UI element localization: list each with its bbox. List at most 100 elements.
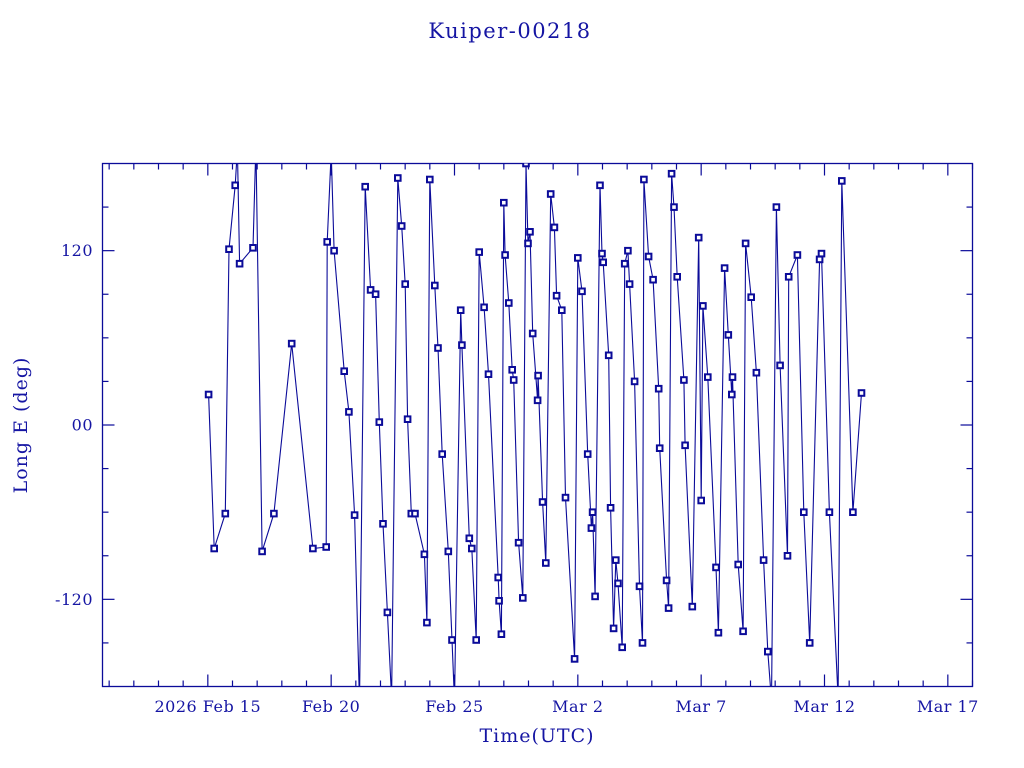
data-point-marker <box>235 259 244 268</box>
plot-axes: 2026 Feb 15 Feb 20 Feb 25 Mar 2 Mar 7 Mar 12 M… <box>55 162 978 716</box>
data-point-marker <box>583 450 592 458</box>
x-tick-label: Feb 25 <box>425 697 483 716</box>
data-point-marker <box>522 163 530 168</box>
data-point-marker <box>800 508 808 516</box>
x-axis-label: Time(UTC) <box>479 725 594 747</box>
x-tick-label: Feb 20 <box>302 697 360 716</box>
data-point-marker <box>714 628 723 637</box>
data-point-marker <box>383 608 392 617</box>
data-point-marker <box>379 520 387 528</box>
data-point-marker <box>497 630 506 639</box>
x-tick-label: 2026 Feb 15 <box>154 697 261 716</box>
data-point-marker <box>664 604 673 612</box>
data-point-marker <box>526 228 534 236</box>
y-tick-label: -120 <box>55 590 93 609</box>
data-point-marker <box>434 344 442 352</box>
data-point-marker <box>431 281 439 290</box>
data-point-marker <box>538 498 547 506</box>
data-point-marker <box>403 415 412 423</box>
data-point-marker <box>772 203 781 211</box>
data-point-marker <box>640 175 648 184</box>
data-point-marker <box>371 290 380 298</box>
data-point-marker <box>550 223 559 232</box>
data-point-marker <box>624 246 632 255</box>
data-point-marker <box>375 418 384 426</box>
data-point-marker <box>287 339 296 348</box>
data-point-marker <box>519 594 527 602</box>
data-point-marker <box>322 543 330 551</box>
data-point-marker <box>849 508 857 516</box>
data-point-marker <box>654 384 663 393</box>
y-axis-label: Long E (deg) <box>10 357 32 494</box>
data-point-marker <box>604 351 613 360</box>
y-tick-label: 120 <box>61 241 93 260</box>
data-point-marker <box>204 390 213 399</box>
data-point-marker <box>458 341 466 349</box>
data-point-marker <box>596 181 604 190</box>
data-point-marker <box>495 597 503 605</box>
data-point-marker <box>805 639 814 647</box>
data-point-marker <box>500 198 508 207</box>
data-point-marker <box>423 618 431 627</box>
data-point-marker <box>366 286 375 294</box>
data-point-marker <box>231 181 239 190</box>
data-point-marker <box>225 245 233 253</box>
y-tick-label: 00 <box>72 416 93 435</box>
data-point-marker <box>389 695 395 701</box>
data-point-marker <box>309 544 317 553</box>
data-point-marker <box>401 280 409 288</box>
data-point-marker <box>524 239 532 248</box>
data-point-marker <box>815 255 824 264</box>
data-point-marker <box>587 524 596 532</box>
data-point-marker <box>514 538 523 547</box>
data-point-marker <box>340 367 348 375</box>
data-point-marker <box>618 643 627 652</box>
data-point-marker <box>397 222 406 230</box>
data-point-marker <box>655 444 664 452</box>
data-point-marker <box>662 576 671 585</box>
data-point-marker <box>465 534 474 543</box>
data-point-marker <box>620 259 629 268</box>
data-point-marker <box>825 508 834 516</box>
data-point-marker <box>635 582 644 591</box>
data-point-marker <box>764 647 772 656</box>
x-tick-label: Mar 2 <box>552 697 603 716</box>
data-point-marker <box>361 182 369 191</box>
data-point-marker <box>667 169 676 178</box>
data-point-marker <box>411 509 419 518</box>
data-point-marker <box>614 579 622 588</box>
data-point-marker <box>734 560 743 569</box>
data-point-marker <box>270 509 278 518</box>
data-point-marker <box>697 496 706 505</box>
data-point-marker <box>394 174 402 182</box>
data-point-marker <box>426 175 434 184</box>
data-point-marker <box>699 302 707 310</box>
data-point-marker <box>783 552 792 560</box>
data-markers <box>204 163 866 701</box>
data-point-marker <box>533 396 542 405</box>
data-point-marker <box>221 509 230 518</box>
data-point-marker <box>599 258 608 267</box>
data-series-line <box>208 163 863 687</box>
data-point-marker <box>694 233 703 242</box>
plot-frame <box>101 162 974 688</box>
data-point-marker <box>438 450 446 458</box>
data-point-marker <box>558 306 566 314</box>
data-point-marker <box>741 239 750 248</box>
data-point-marker <box>508 366 516 374</box>
data-point-marker <box>546 190 555 198</box>
data-point-marker <box>680 376 688 384</box>
data-point-marker <box>681 441 689 450</box>
data-point-marker <box>249 244 257 252</box>
data-point-marker <box>712 563 720 572</box>
data-point-marker <box>688 602 697 611</box>
data-point-marker <box>606 504 615 512</box>
data-point-marker <box>759 556 768 564</box>
data-point-marker <box>323 238 331 246</box>
data-point-marker <box>598 249 606 258</box>
data-point-marker <box>578 287 586 296</box>
data-point-marker <box>475 248 483 256</box>
data-point-marker <box>728 390 736 399</box>
data-point-marker <box>720 264 729 272</box>
